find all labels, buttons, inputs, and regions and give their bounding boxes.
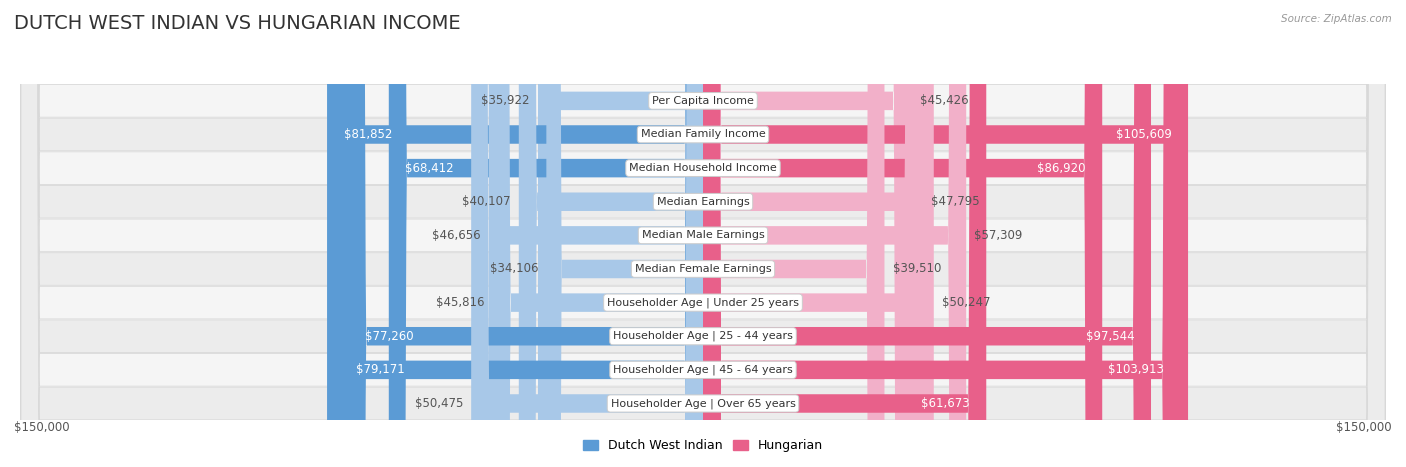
Text: $46,656: $46,656 [432, 229, 481, 242]
FancyBboxPatch shape [703, 0, 1180, 467]
FancyBboxPatch shape [703, 0, 911, 467]
FancyBboxPatch shape [21, 0, 1385, 467]
Text: $77,260: $77,260 [364, 330, 413, 343]
FancyBboxPatch shape [21, 0, 1385, 467]
FancyBboxPatch shape [519, 0, 703, 467]
Text: $79,171: $79,171 [356, 363, 405, 376]
Text: $45,426: $45,426 [920, 94, 969, 107]
FancyBboxPatch shape [328, 0, 703, 467]
FancyBboxPatch shape [21, 0, 1385, 467]
Text: $57,309: $57,309 [974, 229, 1022, 242]
FancyBboxPatch shape [703, 0, 922, 467]
FancyBboxPatch shape [492, 0, 703, 467]
Text: $81,852: $81,852 [343, 128, 392, 141]
FancyBboxPatch shape [389, 0, 703, 467]
Text: $40,107: $40,107 [463, 195, 510, 208]
Text: $45,816: $45,816 [436, 296, 484, 309]
Text: $50,247: $50,247 [942, 296, 991, 309]
FancyBboxPatch shape [21, 0, 1385, 467]
FancyBboxPatch shape [703, 0, 1188, 467]
Text: $103,913: $103,913 [1108, 363, 1164, 376]
FancyBboxPatch shape [349, 0, 703, 467]
Text: Source: ZipAtlas.com: Source: ZipAtlas.com [1281, 14, 1392, 24]
Text: Median Earnings: Median Earnings [657, 197, 749, 207]
FancyBboxPatch shape [21, 0, 1385, 467]
Text: DUTCH WEST INDIAN VS HUNGARIAN INCOME: DUTCH WEST INDIAN VS HUNGARIAN INCOME [14, 14, 461, 33]
Text: Median Male Earnings: Median Male Earnings [641, 230, 765, 241]
FancyBboxPatch shape [703, 0, 986, 467]
Text: $150,000: $150,000 [1336, 421, 1392, 434]
FancyBboxPatch shape [489, 0, 703, 467]
FancyBboxPatch shape [21, 0, 1385, 467]
Text: $86,920: $86,920 [1038, 162, 1085, 175]
FancyBboxPatch shape [21, 0, 1385, 467]
FancyBboxPatch shape [21, 0, 1385, 467]
FancyBboxPatch shape [21, 0, 1385, 467]
Text: Householder Age | Under 25 years: Householder Age | Under 25 years [607, 297, 799, 308]
Text: Median Female Earnings: Median Female Earnings [634, 264, 772, 274]
Legend: Dutch West Indian, Hungarian: Dutch West Indian, Hungarian [579, 436, 827, 456]
Text: $61,673: $61,673 [921, 397, 970, 410]
FancyBboxPatch shape [21, 0, 1385, 467]
FancyBboxPatch shape [471, 0, 703, 467]
FancyBboxPatch shape [339, 0, 703, 467]
Text: Householder Age | 25 - 44 years: Householder Age | 25 - 44 years [613, 331, 793, 341]
FancyBboxPatch shape [703, 0, 966, 467]
Text: $150,000: $150,000 [14, 421, 70, 434]
Text: $39,510: $39,510 [893, 262, 941, 276]
FancyBboxPatch shape [703, 0, 884, 467]
Text: $35,922: $35,922 [481, 94, 530, 107]
FancyBboxPatch shape [703, 0, 1152, 467]
Text: Per Capita Income: Per Capita Income [652, 96, 754, 106]
FancyBboxPatch shape [703, 0, 934, 467]
Text: $50,475: $50,475 [415, 397, 463, 410]
Text: $34,106: $34,106 [489, 262, 538, 276]
FancyBboxPatch shape [547, 0, 703, 467]
Text: $47,795: $47,795 [931, 195, 980, 208]
Text: Householder Age | Over 65 years: Householder Age | Over 65 years [610, 398, 796, 409]
Text: $97,544: $97,544 [1085, 330, 1135, 343]
Text: Median Family Income: Median Family Income [641, 129, 765, 140]
Text: $68,412: $68,412 [405, 162, 454, 175]
FancyBboxPatch shape [703, 0, 1102, 467]
FancyBboxPatch shape [538, 0, 703, 467]
Text: $105,609: $105,609 [1115, 128, 1171, 141]
Text: Householder Age | 45 - 64 years: Householder Age | 45 - 64 years [613, 365, 793, 375]
Text: Median Household Income: Median Household Income [628, 163, 778, 173]
